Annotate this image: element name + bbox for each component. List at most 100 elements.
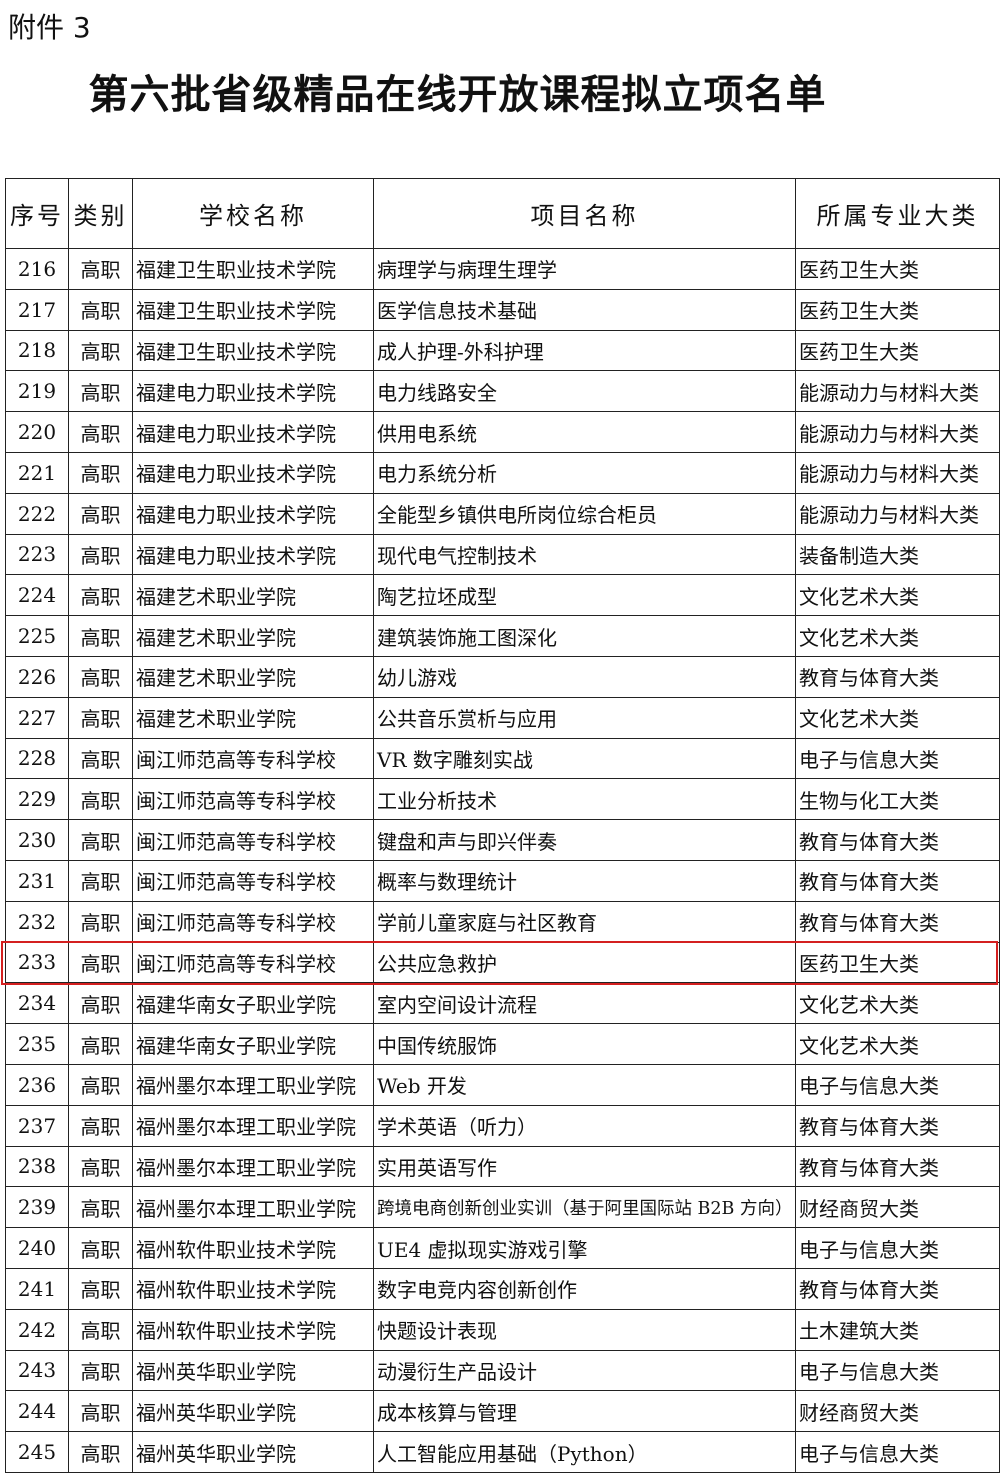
table-cell: 217 [5,288,69,331]
table-cell: 高职 [68,737,133,780]
table-cell: 生物与化工大类 [795,778,1000,821]
table-cell: 供用电系统 [373,411,796,453]
table-cell: 闽江师范高等专科学校 [132,737,374,780]
table-cell: 文化艺术大类 [795,574,1000,617]
table-cell: 高职 [68,778,133,821]
table-cell: 实用英语写作 [373,1145,796,1188]
table-cell: 公共音乐赏析与应用 [373,696,796,739]
table-cell: 人工智能应用基础（Python） [373,1431,796,1473]
table-cell: 高职 [68,1145,133,1188]
table-cell: 陶艺拉坯成型 [373,574,796,617]
table-cell: 高职 [68,574,133,617]
table-cell: 中国传统服饰 [373,1023,796,1065]
table-cell: 福州墨尔本理工职业学院 [132,1145,374,1188]
table-cell: 现代电气控制技术 [373,533,796,576]
table-cell: 243 [5,1349,69,1392]
table-cell: 键盘和声与即兴伴奏 [373,819,796,861]
table-cell: 数字电竞内容创新创作 [373,1267,796,1310]
table-row: 239 高职 福州墨尔本理工职业学院 跨境电商创新创业实训（基于阿里国际站 B2B 方… [5,1186,1000,1229]
table-cell: 工业分析技术 [373,778,796,821]
table-cell: 229 [5,778,69,821]
page-title: 第六批省级精品在线开放课程拟立项名单 [88,71,827,118]
column-header: 学校名称 [132,178,374,249]
table-row: 227 高职 福建艺术职业学院 公共音乐赏析与应用 文化艺术大类 [5,696,1000,739]
table-cell: 高职 [68,941,133,984]
table-row: 230 高职 闽江师范高等专科学校 键盘和声与即兴伴奏 教育与体育大类 [5,819,1000,861]
table-cell: 224 [5,574,69,617]
table-cell: 233 [5,941,69,984]
table-cell: 概率与数理统计 [373,859,796,902]
table-cell: 福建艺术职业学院 [132,615,374,657]
table-cell: 福建卫生职业技术学院 [132,248,374,290]
table-row: 238 高职 福州墨尔本理工职业学院 实用英语写作 教育与体育大类 [5,1145,1000,1188]
table-cell: 教育与体育大类 [795,1145,1000,1188]
table-cell: 223 [5,533,69,576]
table-row: 240 高职 福州软件职业技术学院 UE4 虚拟现实游戏引擎 电子与信息大类 [5,1227,1000,1269]
table-cell: 能源动力与材料大类 [795,411,1000,453]
table-cell: 福州软件职业技术学院 [132,1227,374,1269]
table-cell: 219 [5,370,69,413]
table-cell: 228 [5,737,69,780]
table-row: 235 高职 福建华南女子职业学院 中国传统服饰 文化艺术大类 [5,1023,1000,1065]
table-cell: 闽江师范高等专科学校 [132,778,374,821]
table-cell: 高职 [68,1186,133,1229]
table-cell: 能源动力与材料大类 [795,492,1000,535]
table-cell: 福州英华职业学院 [132,1390,374,1433]
table-cell: 福建电力职业技术学院 [132,370,374,413]
table-cell: 福建电力职业技术学院 [132,451,374,494]
table-cell: 福州软件职业技术学院 [132,1308,374,1351]
table-row: 217 高职 福建卫生职业技术学院 医学信息技术基础 医药卫生大类 [5,288,1000,331]
table-cell: 高职 [68,982,133,1025]
table-cell: 226 [5,655,69,698]
table-row: 228 高职 闽江师范高等专科学校 VR 数字雕刻实战 电子与信息大类 [5,737,1000,780]
table-cell: 财经商贸大类 [795,1186,1000,1229]
table-cell: 教育与体育大类 [795,900,1000,943]
table-cell: 福州英华职业学院 [132,1431,374,1473]
table-row: 241 高职 福州软件职业技术学院 数字电竞内容创新创作 教育与体育大类 [5,1267,1000,1310]
table-cell: 福建电力职业技术学院 [132,411,374,453]
table-cell: 福建华南女子职业学院 [132,982,374,1025]
table-cell: 快题设计表现 [373,1308,796,1351]
table-cell: 医药卫生大类 [795,248,1000,290]
table-cell: 216 [5,248,69,290]
highlight-box [1,941,998,985]
table-cell: 高职 [68,615,133,657]
table-cell: 教育与体育大类 [795,1267,1000,1310]
column-header: 项目名称 [373,178,796,249]
table-cell: 239 [5,1186,69,1229]
table-cell: 222 [5,492,69,535]
column-header: 类别 [68,178,133,249]
table-cell: 220 [5,411,69,453]
table-cell: 全能型乡镇供电所岗位综合柜员 [373,492,796,535]
table-row: 243 高职 福州英华职业学院 动漫衍生产品设计 电子与信息大类 [5,1349,1000,1392]
table-row: 223 高职 福建电力职业技术学院 现代电气控制技术 装备制造大类 [5,533,1000,576]
table-cell: 234 [5,982,69,1025]
table-cell: 高职 [68,1308,133,1351]
table-row: 224 高职 福建艺术职业学院 陶艺拉坯成型 文化艺术大类 [5,574,1000,617]
table-cell: 高职 [68,900,133,943]
table-cell: 电力线路安全 [373,370,796,413]
table-cell: 高职 [68,1063,133,1106]
table-row: 220 高职 福建电力职业技术学院 供用电系统 能源动力与材料大类 [5,411,1000,453]
table-cell: 高职 [68,1431,133,1473]
course-table: 序号 类别 学校名称 项目名称 所属专业大类 216 高职 福建卫生职业技术学院 病理学与病理… [5,178,1000,1473]
table-cell: UE4 虚拟现实游戏引擎 [373,1227,796,1269]
table-row: 245 高职 福州英华职业学院 人工智能应用基础（Python） 电子与信息大类 [5,1431,1000,1473]
table-row: 216 高职 福建卫生职业技术学院 病理学与病理生理学 医药卫生大类 [5,248,1000,290]
table-cell: 高职 [68,819,133,861]
table-cell: 电子与信息大类 [795,1227,1000,1269]
table-cell: VR 数字雕刻实战 [373,737,796,780]
table-cell: 福州墨尔本理工职业学院 [132,1186,374,1229]
table-row: 219 高职 福建电力职业技术学院 电力线路安全 能源动力与材料大类 [5,370,1000,413]
table-cell: 236 [5,1063,69,1106]
table-cell: 动漫衍生产品设计 [373,1349,796,1392]
table-cell: 240 [5,1227,69,1269]
attachment-label: 附件 3 [8,11,91,44]
table-cell: 电子与信息大类 [795,1349,1000,1392]
table-cell: 教育与体育大类 [795,819,1000,861]
table-cell: 福建电力职业技术学院 [132,492,374,535]
table-cell: 福州英华职业学院 [132,1349,374,1392]
table-cell: 230 [5,819,69,861]
table-row: 222 高职 福建电力职业技术学院 全能型乡镇供电所岗位综合柜员 能源动力与材料大类 [5,492,1000,535]
